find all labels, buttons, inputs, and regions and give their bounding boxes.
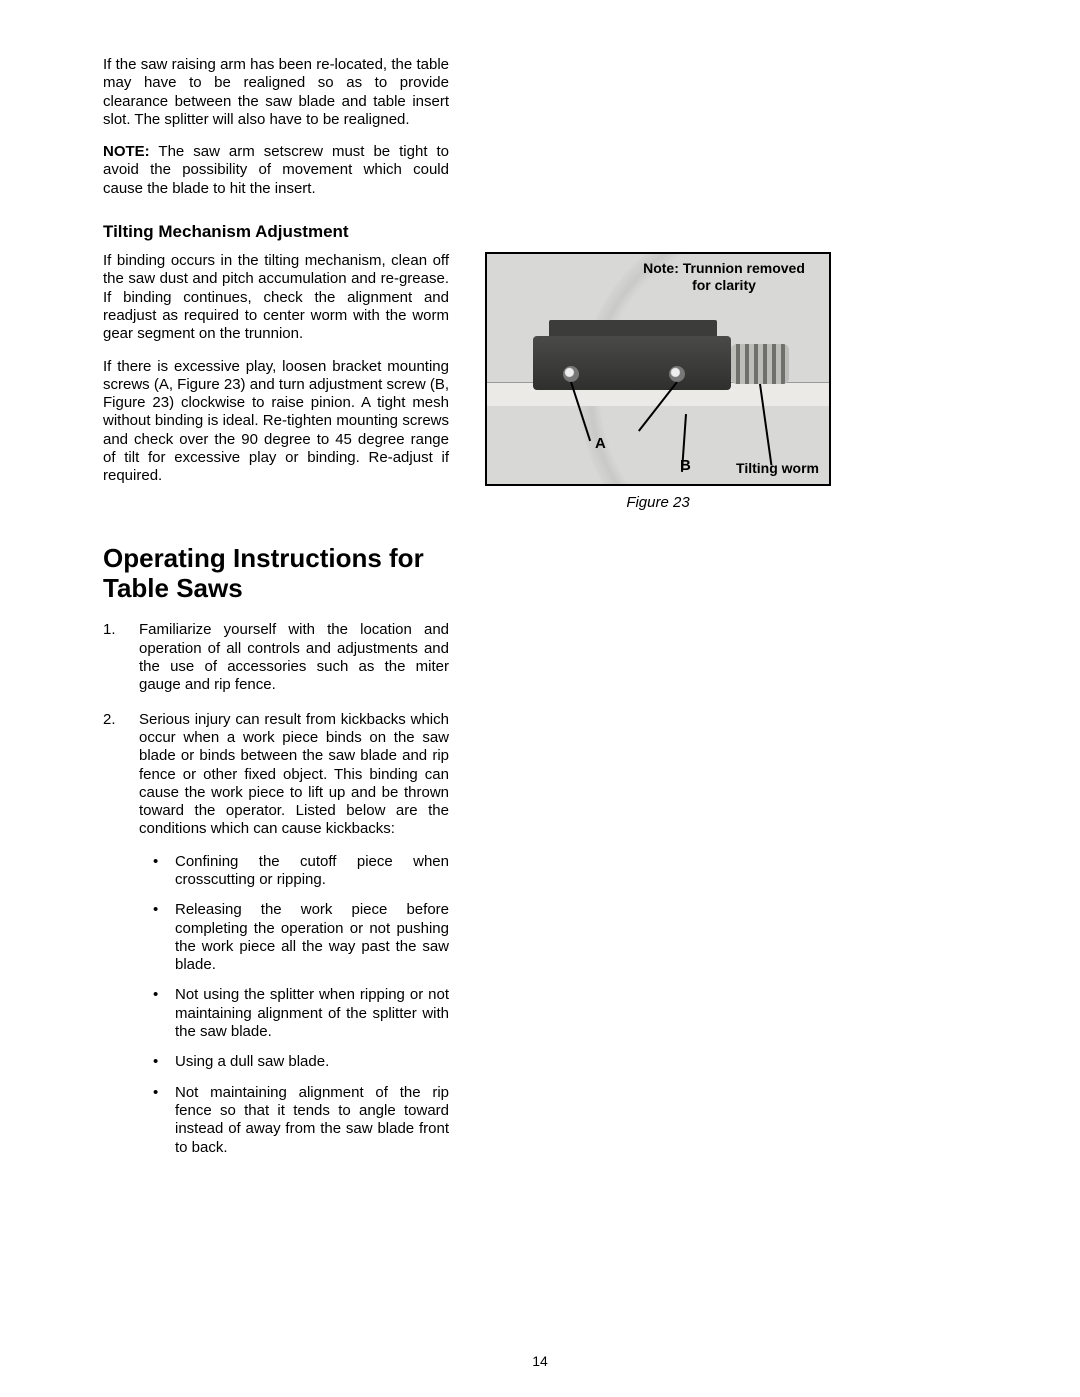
figure-mechanism-body — [533, 336, 731, 390]
figure-note-line1: Note: Trunnion removed — [643, 260, 805, 276]
figure-label-b: B — [680, 457, 691, 474]
figure-screw-a2 — [669, 366, 685, 382]
bullet-item: Confining the cutoff piece when crosscut… — [139, 853, 449, 890]
figure-caption: Figure 23 — [485, 494, 831, 511]
numbered-list: Familiarize yourself with the location a… — [103, 621, 449, 1156]
left-column: If the saw raising arm has been re-locat… — [103, 56, 449, 1173]
figure-label-a: A — [595, 435, 606, 452]
subheading-tilting: Tilting Mechanism Adjustment — [103, 222, 449, 242]
paragraph-realign: If the saw raising arm has been re-locat… — [103, 56, 449, 129]
bullet-list: Confining the cutoff piece when crosscut… — [139, 853, 449, 1157]
figure-note-line2: for clarity — [692, 277, 756, 293]
page-number: 14 — [0, 1353, 1080, 1369]
bullet-item: Releasing the work piece before completi… — [139, 901, 449, 974]
paragraph-play: If there is excessive play, loosen brack… — [103, 358, 449, 486]
bullet-item: Not using the splitter when ripping or n… — [139, 986, 449, 1041]
figure-worm — [731, 344, 789, 384]
figure-label-tilting-worm: Tilting worm — [736, 460, 819, 476]
right-column: Note: Trunnion removed for clarity A B T… — [485, 56, 980, 1173]
list-item-text: Serious injury can result from kickbacks… — [139, 711, 449, 838]
paragraph-note: NOTE: The saw arm setscrew must be tight… — [103, 143, 449, 198]
note-label: NOTE: — [103, 143, 150, 160]
list-item: Serious injury can result from kickbacks… — [103, 711, 449, 1157]
bullet-item: Not maintaining alignment of the rip fen… — [139, 1084, 449, 1157]
list-item: Familiarize yourself with the location a… — [103, 621, 449, 694]
heading-operating-instructions: Operating Instructions for Table Saws — [103, 544, 449, 604]
paragraph-binding: If binding occurs in the tilting mechani… — [103, 252, 449, 343]
figure-23: Note: Trunnion removed for clarity A B T… — [485, 252, 831, 486]
figure-note: Note: Trunnion removed for clarity — [629, 260, 819, 294]
bullet-item: Using a dull saw blade. — [139, 1053, 449, 1071]
note-text: The saw arm setscrew must be tight to av… — [103, 143, 449, 197]
figure-screw-a1 — [563, 366, 579, 382]
